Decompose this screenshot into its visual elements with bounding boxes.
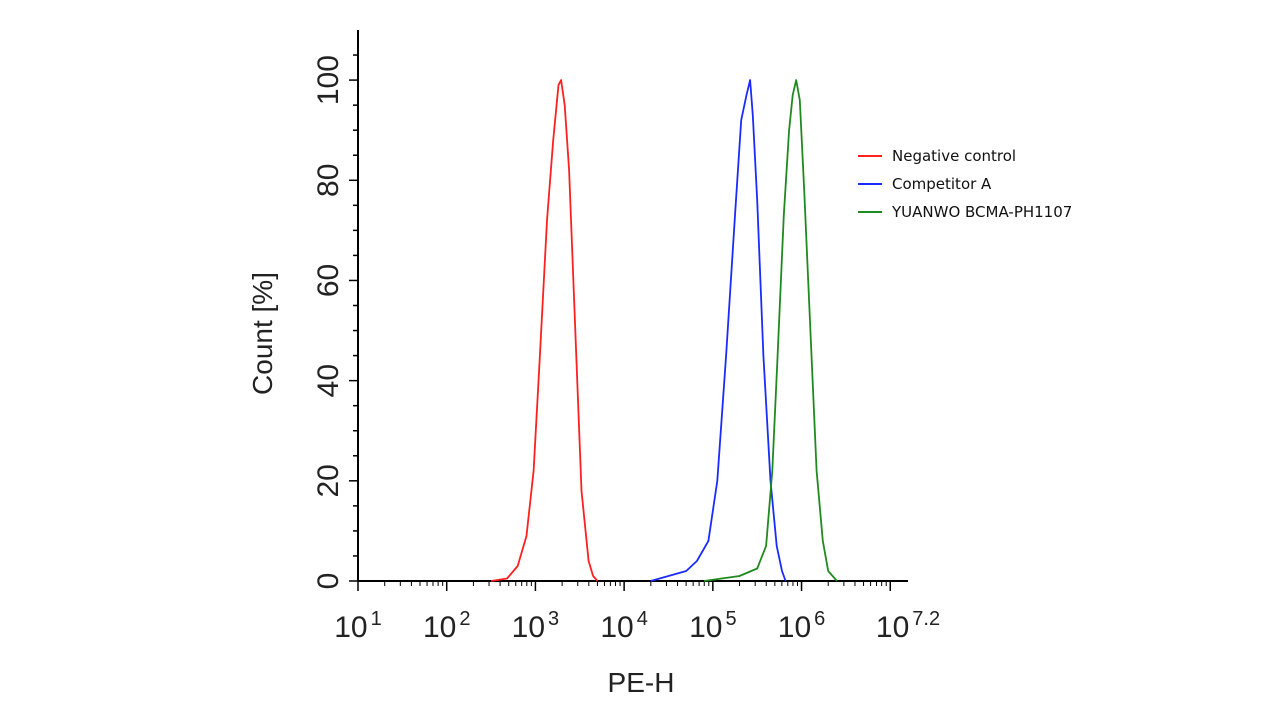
y-tick-label: 60 (312, 264, 345, 297)
x-tick-label: 10 3 (512, 608, 560, 644)
legend: Negative control Competitor A YUANWO BCMA-… (858, 147, 1072, 221)
series-line-3 (703, 79, 838, 582)
y-tick-label: 0 (312, 573, 345, 590)
legend-label: YUANWO BCMA-PH1107 (891, 203, 1072, 221)
y-tick-label: 40 (312, 364, 345, 397)
x-tick-label: 10 6 (778, 608, 826, 644)
y-tick-label: 20 (312, 464, 345, 497)
series-line-1 (490, 79, 599, 582)
y-axis-title: Count [%] (247, 272, 278, 395)
x-tick-label: 10 1 (334, 608, 382, 644)
x-tick-label: 10 4 (600, 608, 648, 644)
axes: 0 20 40 60 80 100 10 1 10 2 10 3 10 4 10 5 10 6 10 7.2 PE-H C… (247, 30, 940, 698)
series-line-2 (650, 79, 787, 582)
x-tick-label: 10 5 (689, 608, 737, 644)
series-lines (490, 79, 838, 582)
y-tick-label: 80 (312, 164, 345, 197)
x-axis-title: PE-H (608, 667, 675, 698)
legend-label: Negative control (892, 147, 1016, 165)
legend-label: Competitor A (892, 175, 992, 193)
y-tick-label: 100 (312, 55, 345, 105)
x-tick-label: 10 7.2 (876, 608, 940, 644)
x-tick-label: 10 2 (423, 608, 471, 644)
